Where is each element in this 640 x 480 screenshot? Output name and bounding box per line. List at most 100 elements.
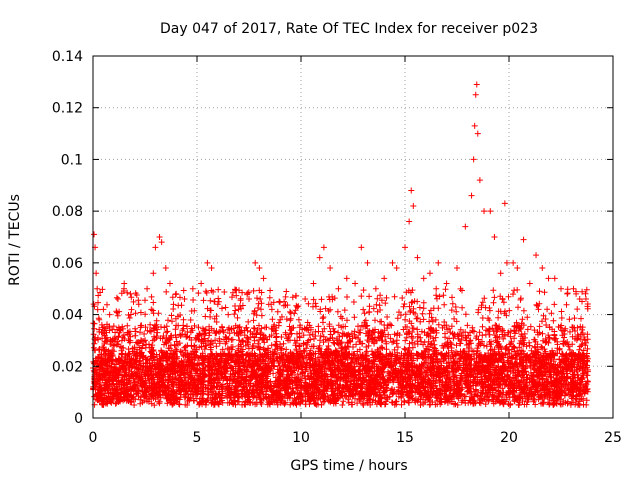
data-point (474, 130, 481, 137)
data-point (316, 254, 323, 261)
x-tick-label: 15 (396, 430, 414, 446)
data-point (564, 290, 571, 297)
data-point (277, 316, 284, 323)
data-point (582, 296, 589, 303)
data-point (468, 192, 475, 199)
data-point (260, 275, 267, 282)
data-point (414, 254, 421, 261)
data-point (268, 306, 275, 313)
data-point (510, 259, 517, 266)
data-point (152, 244, 159, 251)
y-axis-ticks: 0 0.02 0.04 0.06 0.08 0.1 0.12 0.14 (52, 49, 613, 427)
data-point (533, 252, 540, 259)
data-point (426, 270, 433, 277)
data-point (135, 301, 142, 308)
y-tick-label: 0.1 (61, 152, 83, 168)
data-point (208, 265, 215, 272)
data-point (462, 223, 469, 230)
data-point (91, 231, 98, 238)
data-point (402, 244, 408, 251)
data-point (471, 122, 478, 129)
grid-lines (93, 56, 613, 418)
data-point (487, 208, 494, 215)
data-point (100, 306, 107, 313)
x-axis-label: GPS time / hours (290, 458, 407, 474)
data-point (343, 275, 350, 282)
data-point (320, 244, 327, 251)
data-point (156, 234, 163, 240)
data-point (96, 316, 103, 323)
data-point (558, 285, 564, 292)
x-tick-label: 20 (500, 430, 518, 446)
x-tick-label: 10 (292, 430, 310, 446)
data-point (454, 265, 460, 272)
data-point (470, 156, 477, 163)
y-tick-label: 0 (74, 411, 83, 427)
data-point (443, 280, 450, 287)
data-point (114, 296, 121, 303)
data-point (150, 270, 157, 277)
data-point (252, 259, 259, 266)
y-tick-label: 0.14 (52, 49, 83, 65)
x-tick-label: 25 (604, 430, 622, 446)
data-point (225, 311, 232, 318)
data-point (481, 208, 488, 215)
y-tick-label: 0.06 (52, 256, 83, 272)
data-point (476, 177, 483, 184)
data-point (497, 270, 504, 277)
data-point (93, 270, 100, 277)
data-point (408, 187, 415, 194)
data-point (310, 280, 317, 287)
data-point (410, 202, 417, 209)
data-point (121, 280, 128, 287)
data-point (472, 91, 479, 98)
data-point (389, 259, 396, 266)
data-point (235, 306, 242, 313)
data-point (433, 285, 440, 292)
data-point (364, 259, 371, 266)
data-point (526, 280, 533, 287)
data-point (352, 280, 359, 287)
y-tick-label: 0.12 (52, 101, 83, 117)
data-point (214, 301, 221, 308)
data-point (435, 259, 442, 266)
data-point (246, 296, 252, 303)
data-point (570, 285, 577, 292)
chart-title: Day 047 of 2017, Rate Of TEC Index for r… (160, 21, 538, 37)
data-point (181, 296, 188, 303)
data-point (514, 265, 521, 272)
data-point (327, 265, 334, 272)
data-point (173, 290, 180, 297)
data-point (106, 311, 113, 318)
data-point (166, 280, 173, 287)
x-tick-label: 5 (193, 430, 202, 446)
data-cloud-markers (90, 285, 591, 409)
data-point (162, 265, 169, 272)
y-tick-label: 0.08 (52, 204, 83, 220)
data-point (335, 285, 342, 292)
data-point (503, 259, 510, 266)
x-tick-label: 0 (89, 430, 98, 446)
data-point (127, 290, 134, 297)
data-point (420, 275, 427, 282)
data-point (372, 285, 379, 292)
data-point (551, 275, 558, 282)
data-point (406, 218, 413, 225)
y-tick-label: 0.02 (52, 359, 83, 375)
data-point (381, 275, 388, 282)
data-point (204, 259, 211, 266)
data-point (198, 280, 205, 287)
x-axis-ticks: 0 5 10 15 20 25 (89, 56, 622, 446)
data-point (287, 327, 294, 334)
data-point (545, 275, 552, 282)
data-point (491, 234, 498, 240)
data-point (189, 285, 196, 292)
y-tick-label: 0.04 (52, 308, 83, 324)
data-point (473, 81, 480, 88)
data-point (302, 296, 309, 303)
data-cloud (90, 285, 591, 409)
data-point (94, 285, 101, 292)
data-point (158, 239, 165, 246)
y-axis-label: ROTI / TECUs (7, 194, 23, 286)
